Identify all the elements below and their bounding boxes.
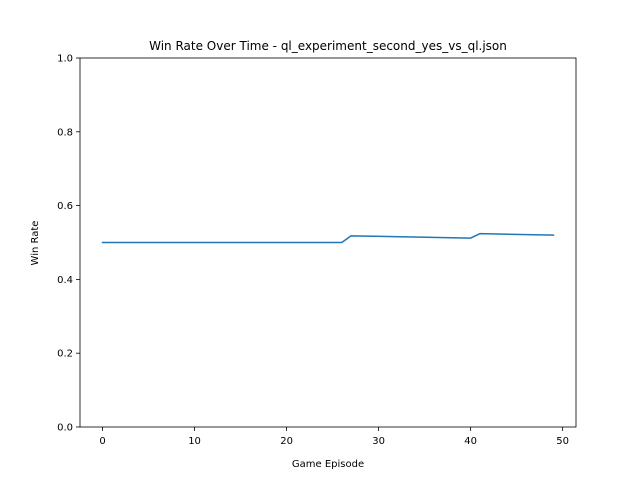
x-tick-label: 50 [556,436,569,447]
x-axis-ticks: 0 10 20 30 40 50 [99,427,569,447]
y-tick-label: 0.2 [57,349,73,360]
series-layer [101,232,555,244]
x-tick-label: 20 [280,436,293,447]
y-tick-label: 0.8 [57,127,73,138]
y-tick-label: 1.0 [57,54,73,65]
series-line-0 [101,232,555,244]
plot-frame [79,57,577,428]
x-tick-label: 10 [188,436,201,447]
y-tick-label: 0.0 [57,423,73,434]
x-tick-label: 0 [99,436,105,447]
x-axis-label: Game Episode [292,459,364,470]
y-axis-ticks: 0.0 0.2 0.4 0.6 0.8 1.0 [57,54,80,434]
plot-area [79,57,577,428]
x-tick-label: 30 [372,436,385,447]
y-axis-label: Win Rate [30,221,41,266]
y-tick-label: 0.6 [57,201,73,212]
chart-title: Win Rate Over Time - ql_experiment_secon… [149,39,507,53]
x-tick-label: 40 [464,436,477,447]
y-tick-label: 0.4 [57,275,73,286]
